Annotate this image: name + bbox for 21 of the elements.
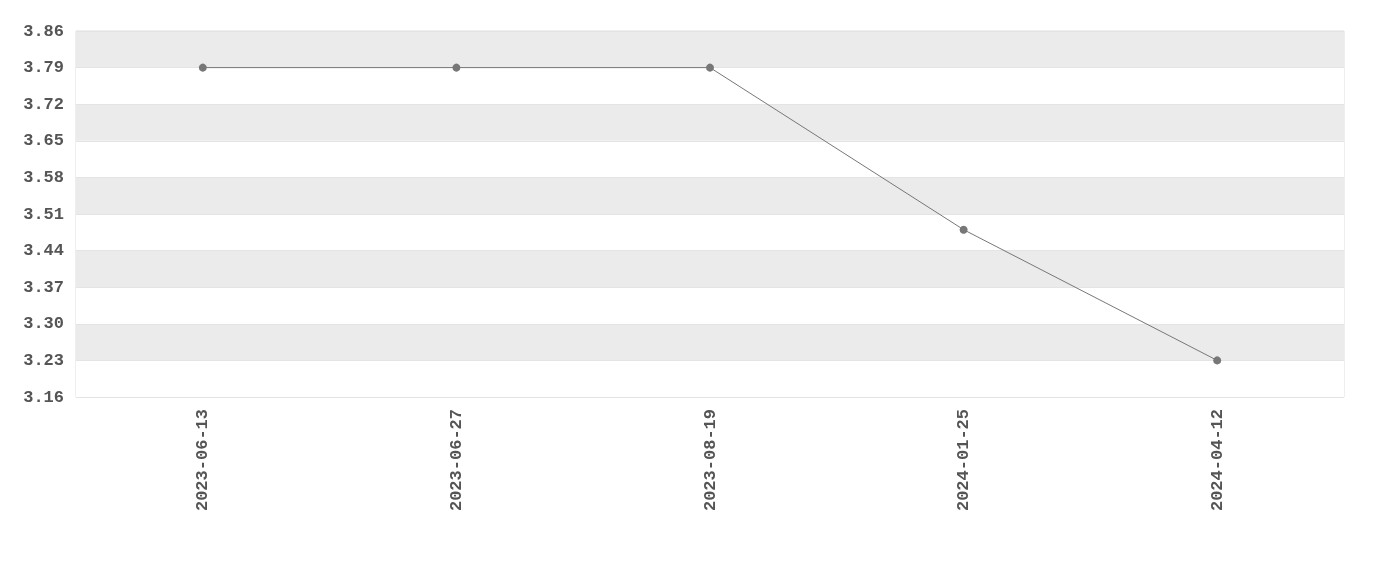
x-tick-label: 2023-06-13 [193,409,213,512]
y-tick-label: 3.44 [23,241,64,261]
x-tick-label: 2023-08-19 [700,409,720,512]
point [959,225,968,234]
y-tick-label: 3.65 [23,131,64,151]
y-tick-label: 3.16 [23,387,64,407]
x-tick-label: 2024-01-25 [954,409,974,512]
y-tick-label: 3.30 [23,314,64,334]
point [452,63,461,72]
y-tick-label: 3.51 [23,204,64,224]
point [198,63,207,72]
y-tick-label: 3.79 [23,58,64,78]
x-tick-label: 2024-04-12 [1207,409,1227,512]
point [706,63,714,72]
point [1213,356,1222,365]
y-tick-label: 3.58 [23,167,64,187]
y-tick-label: 3.86 [23,21,64,41]
y-tick-label: 3.72 [23,94,64,114]
y-tick-label: 3.37 [23,277,64,297]
y-tick-label: 3.23 [23,350,64,370]
x-tick-label: 2023-06-27 [446,409,466,512]
